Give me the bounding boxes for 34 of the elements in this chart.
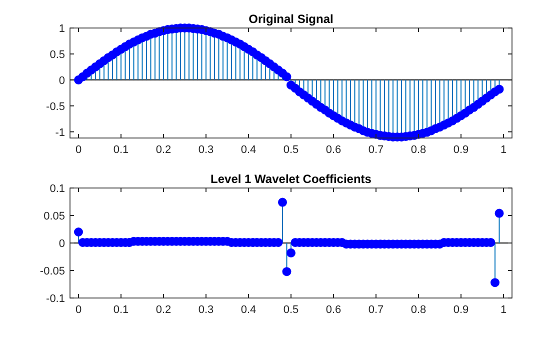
x-tick-label: 0.7 [368, 304, 384, 316]
x-tick-label: 1 [500, 144, 507, 156]
y-tick-label: 0.1 [50, 183, 65, 195]
x-tick-label: 0.1 [113, 304, 129, 316]
y-tick-label: 0 [58, 238, 65, 250]
x-tick-label: 0 [75, 304, 82, 316]
x-tick-label: 0.9 [453, 144, 469, 156]
x-tick-label: 0.9 [453, 304, 469, 316]
x-tick-label: 0.3 [198, 304, 214, 316]
y-tick-label: 1 [58, 23, 65, 35]
x-tick-label: 0.2 [156, 304, 172, 316]
x-tick-label: 0.5 [283, 304, 299, 316]
x-tick-label: 1 [500, 304, 507, 316]
y-tick-label: -0.5 [46, 100, 65, 113]
y-tick-label: -1 [55, 126, 65, 139]
x-tick-label: 0.3 [198, 144, 214, 156]
x-tick-label: 0.8 [410, 144, 426, 156]
y-tick-label: -0.05 [40, 266, 65, 278]
chart-title: Original Signal [248, 12, 334, 26]
x-tick-label: 0.6 [326, 304, 342, 316]
y-tick-label: 0.5 [50, 48, 65, 61]
chart-title: Level 1 Wavelet Coefficients [210, 172, 372, 186]
x-tick-label: 0.4 [240, 304, 256, 316]
x-tick-label: 0.1 [113, 144, 129, 156]
x-tick-label: 0 [75, 144, 82, 156]
x-tick-label: 0.7 [368, 144, 384, 156]
x-tick-label: 0.4 [240, 144, 256, 156]
y-tick-label: -0.1 [46, 293, 65, 305]
y-tick-label: 0.05 [44, 210, 65, 222]
x-tick-label: 0.5 [283, 144, 299, 156]
x-tick-label: 0.6 [326, 144, 342, 156]
y-tick-label: 0 [58, 74, 65, 87]
x-tick-label: 0.2 [156, 144, 172, 156]
x-tick-label: 0.8 [410, 304, 426, 316]
